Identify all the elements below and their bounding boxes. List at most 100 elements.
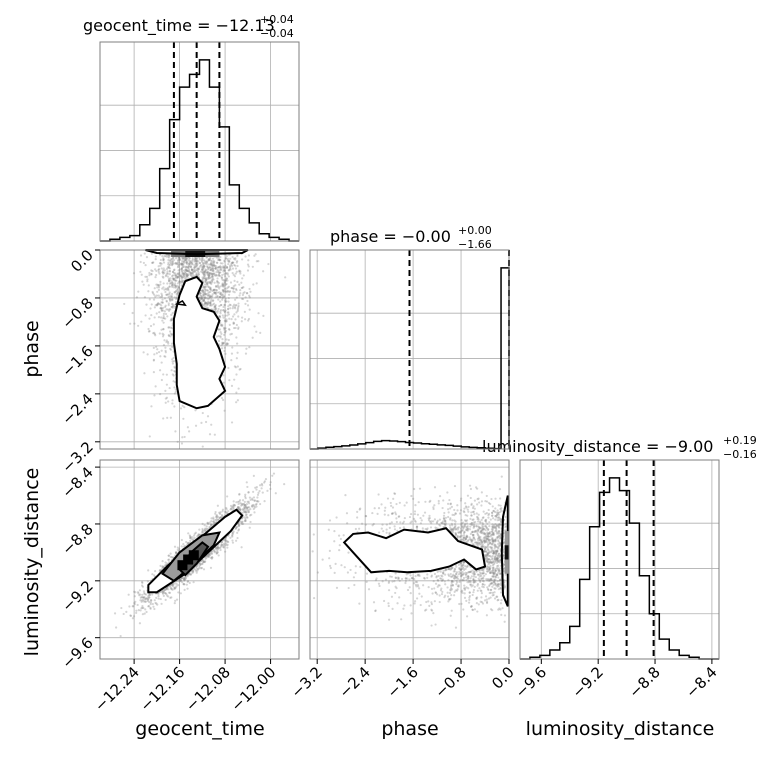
scatter-point (186, 274, 190, 277)
scatter-point (171, 360, 174, 363)
scatter-point (219, 292, 222, 296)
scatter-point (226, 289, 229, 293)
scatter-point (181, 259, 184, 263)
scatter-point (202, 289, 205, 292)
scatter-point (220, 543, 223, 546)
scatter-point (218, 258, 222, 261)
scatter-point (216, 551, 220, 554)
scatter-point (217, 339, 221, 343)
scatter-point (181, 581, 184, 584)
scatter-point (158, 311, 161, 314)
scatter-point (246, 263, 250, 266)
scatter-point (161, 565, 164, 568)
scatter-point (204, 281, 207, 284)
scatter-point (202, 292, 205, 295)
scatter-point (211, 289, 214, 293)
scatter-point (223, 327, 226, 330)
scatter-point (167, 287, 170, 291)
scatter-point (156, 286, 159, 289)
scatter-point (237, 523, 240, 526)
scatter-point (225, 266, 229, 269)
scatter-point (221, 323, 224, 326)
scatter-point (204, 301, 208, 304)
scatter-point (209, 259, 212, 262)
scatter-point (233, 365, 236, 368)
scatter-point (258, 489, 261, 493)
scatter-point (168, 293, 171, 296)
scatter-point (203, 283, 207, 286)
scatter-point (170, 305, 173, 308)
scatter-point (164, 287, 167, 290)
scatter-point (233, 326, 236, 330)
scatter-point (176, 266, 180, 269)
scatter-point (152, 323, 155, 326)
scatter-point (223, 260, 226, 263)
scatter-point (227, 366, 230, 370)
scatter-point (206, 303, 209, 306)
scatter-point (188, 260, 191, 263)
title-phase-main: phase = −0.00 (330, 227, 451, 246)
hist-0-frame (99, 41, 300, 242)
scatter-point (163, 564, 167, 567)
scatter-point (127, 593, 130, 596)
scatter-point (145, 256, 149, 259)
scatter-point (173, 291, 177, 294)
scatter-point (224, 299, 227, 302)
scatter-point (234, 287, 238, 291)
scatter-point (269, 487, 272, 491)
scatter-point (174, 257, 178, 260)
scatter-point (174, 262, 177, 265)
scatter-point (148, 271, 151, 275)
scatter-point (206, 292, 209, 295)
scatter-point (214, 293, 218, 296)
scatter-point (203, 265, 206, 268)
scatter-point (218, 274, 222, 278)
scatter-point (158, 393, 162, 396)
scatter-point (227, 269, 231, 272)
scatter-point (153, 394, 156, 397)
scatter-point (135, 296, 139, 299)
scatter-point (222, 309, 225, 312)
scatter-point (175, 296, 178, 299)
scatter-point (175, 598, 179, 601)
scatter-point (171, 275, 174, 278)
scatter-point (185, 257, 188, 260)
scatter-point (172, 304, 175, 307)
scatter-point (175, 262, 178, 266)
scatter-point (232, 322, 235, 325)
scatter-point (223, 409, 226, 412)
scatter-point (248, 346, 251, 349)
scatter-point (156, 303, 159, 306)
scatter-point (171, 305, 175, 308)
scatter-point (227, 305, 230, 308)
scatter-point (176, 275, 180, 278)
scatter-point (207, 272, 210, 275)
scatter-point (149, 603, 152, 606)
scatter-point (241, 293, 245, 297)
scatter-point (241, 258, 244, 261)
scatter-point (185, 265, 188, 268)
scatter-point (173, 587, 176, 591)
scatter-point (201, 289, 204, 292)
scatter-point (178, 281, 181, 284)
scatter-point (169, 263, 172, 266)
scatter-point (160, 361, 163, 364)
scatter-point (151, 261, 154, 265)
scatter-point (152, 371, 155, 374)
scatter-point (195, 259, 198, 262)
scatter-point (182, 260, 185, 263)
scatter-point (157, 595, 160, 598)
scatter-point (226, 543, 229, 547)
scatter-point (200, 295, 203, 298)
scatter-point (169, 348, 173, 351)
scatter-point (145, 303, 148, 306)
scatter-point (164, 561, 167, 564)
scatter-point (194, 262, 198, 266)
scatter-point (236, 531, 239, 534)
scatter-point (150, 303, 153, 306)
scatter-point (190, 272, 193, 275)
scatter-point (229, 266, 232, 269)
scatter-point (234, 257, 237, 260)
scatter-point (171, 317, 174, 320)
scatter-point (165, 339, 168, 342)
